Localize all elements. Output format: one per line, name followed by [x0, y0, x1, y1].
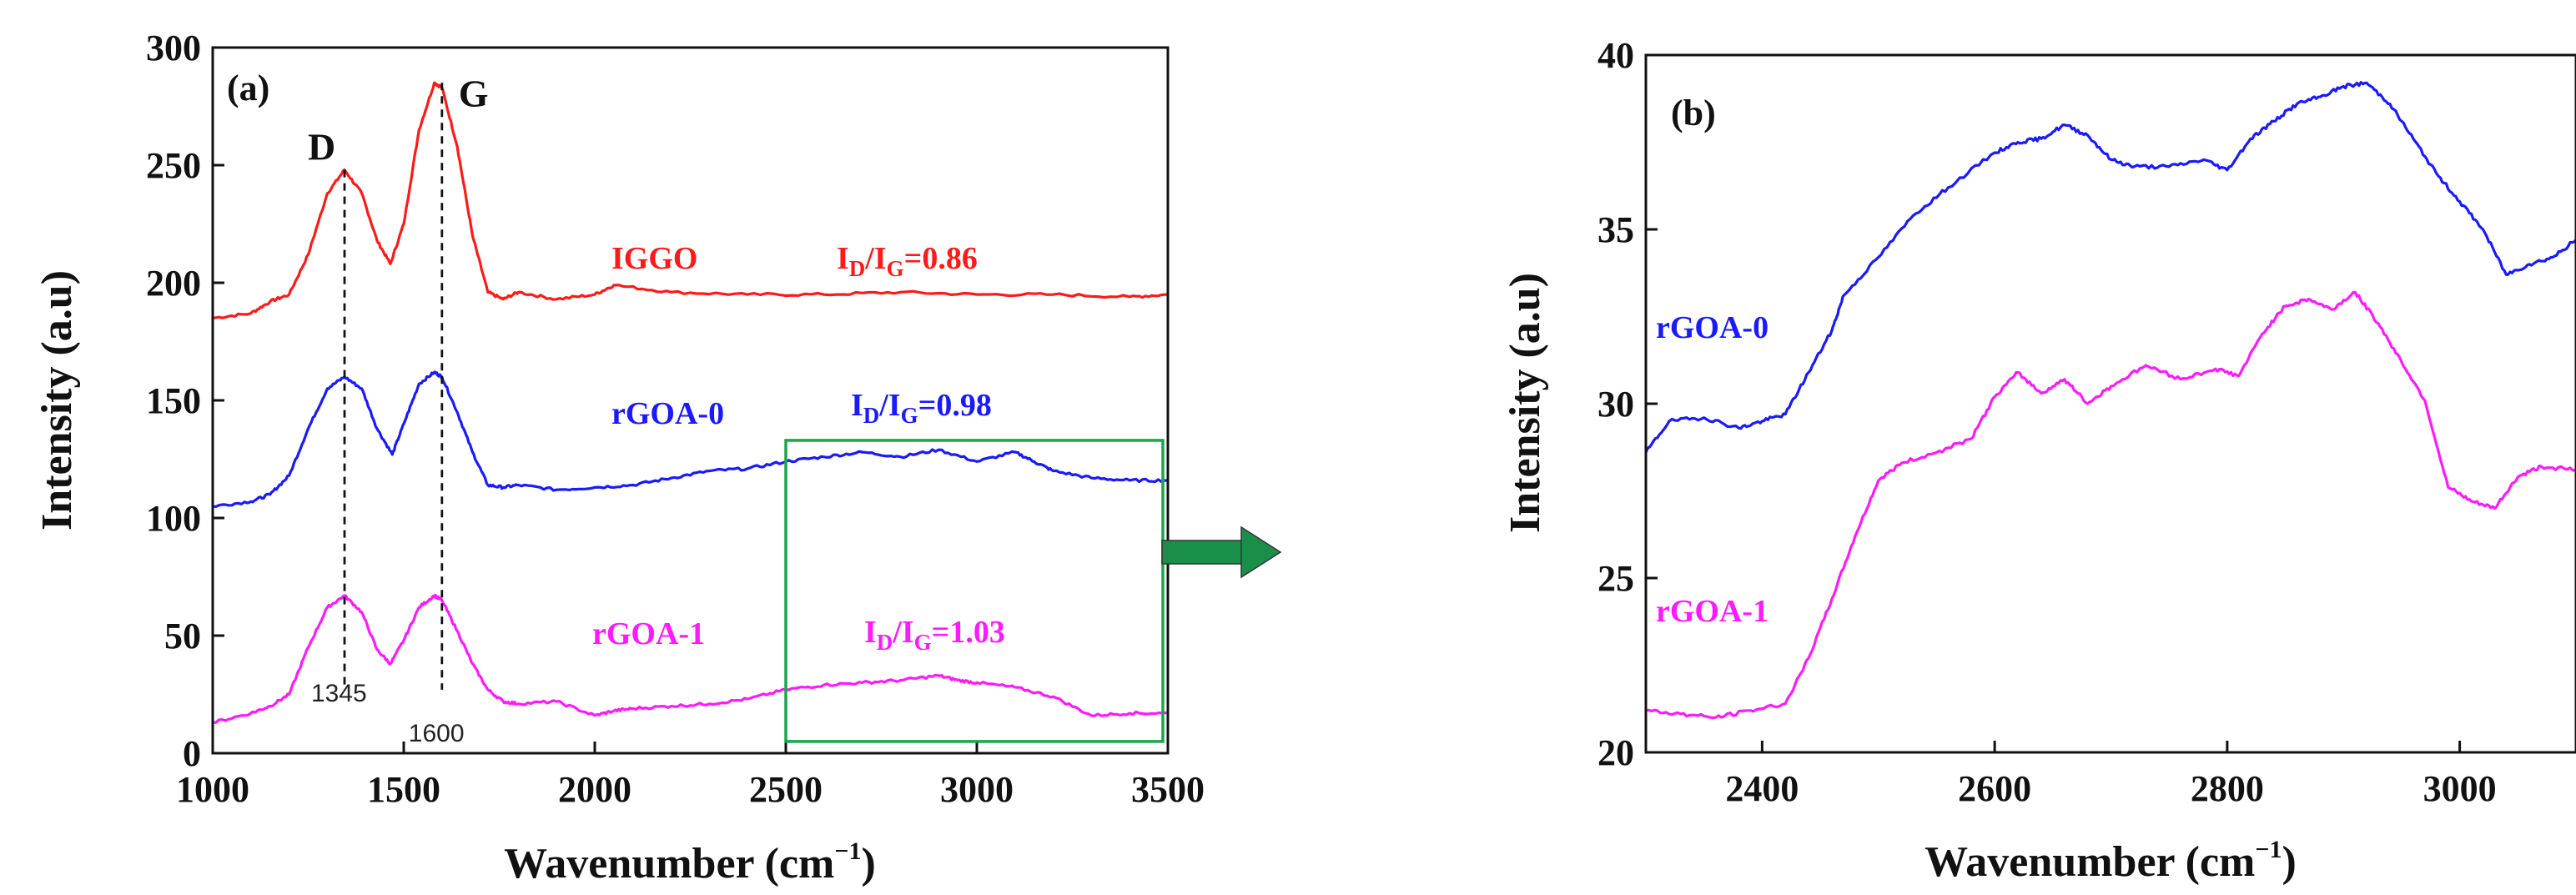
- rgoa0-series-label: rGOA-0: [611, 396, 724, 431]
- panel-a-peak-markers: D 1345 G 1600: [308, 72, 489, 747]
- panel-a-series-line-rgoa-1: [213, 594, 1168, 724]
- rgoa1-ratio-label: ID/IG=1.03: [864, 615, 1005, 655]
- panel-a-y-tick-label-100: 100: [146, 498, 201, 539]
- panel-a-y-tick-label-300: 300: [146, 28, 201, 68]
- panel-a-x-ticks: 1000 1500 2000 2500 3000 3500: [176, 742, 1205, 810]
- panel-b-x-tick-label-3000: 3000: [2423, 768, 2497, 809]
- zoom-region-box: [784, 439, 1165, 743]
- panel-b-series-group: [1646, 81, 2576, 720]
- panel-a-label: (a): [227, 68, 269, 108]
- panel-a-y-tick-label-0: 0: [183, 733, 201, 774]
- iggo-ratio-label: ID/IG=0.86: [837, 241, 978, 281]
- panel-b-label: (b): [1671, 93, 1716, 133]
- panel-a-y-tick-label-250: 250: [146, 145, 201, 186]
- panel-a-x-tick-label-3000: 3000: [940, 769, 1014, 810]
- panel-a-y-tick-label-200: 200: [146, 263, 201, 304]
- panel-b-y-ticks: 20 25 30 35 40: [1597, 35, 1658, 773]
- panel-a-y-ticks: 0 50 100 150 200 250 300: [146, 28, 224, 774]
- panel-b-x-tick-label-2400: 2400: [1725, 768, 1799, 809]
- panel-a-x-tick-label-3500: 3500: [1131, 769, 1205, 810]
- panel-a-x-tick-label-1000: 1000: [176, 769, 249, 810]
- panel-b-y-tick-label-25: 25: [1597, 558, 1634, 599]
- panel-a: 0 50 100 150 200 250 300 1000 1500 2000 2500 3000 3…: [33, 28, 1205, 887]
- rgoa1-series-label: rGOA-1: [592, 616, 705, 651]
- panel-b-rgoa1-label: rGOA-1: [1656, 594, 1768, 629]
- peak-position-label-1600: 1600: [409, 720, 465, 747]
- panel-a-x-tick-label-2000: 2000: [558, 769, 631, 810]
- panel-a-y-tick-label-50: 50: [164, 616, 201, 656]
- peak-position-label-1345: 1345: [311, 680, 367, 707]
- panel-b-y-tick-label-35: 35: [1597, 209, 1634, 250]
- panel-a-series-line-iggo: [213, 81, 1168, 319]
- peak-letter-g: G: [459, 72, 489, 114]
- zoom-arrow: [1161, 525, 1282, 579]
- panel-b-y-axis-label: Intensity (a.u): [1502, 273, 1549, 533]
- zoom-arrow-shaft: [1161, 540, 1245, 565]
- panel-a-x-tick-label-1500: 1500: [367, 769, 440, 810]
- panel-b-series-line-rgoa-1: [1646, 290, 2576, 720]
- panel-a-y-tick-label-150: 150: [146, 380, 201, 421]
- panel-b-y-tick-label-40: 40: [1597, 35, 1634, 76]
- iggo-series-label: IGGO: [611, 241, 697, 276]
- rgoa0-ratio-label: ID/IG=0.98: [851, 388, 992, 428]
- panel-b-x-tick-label-2600: 2600: [1958, 768, 2031, 809]
- panel-b-x-axis-label: Wavenumber (cm−1): [1924, 836, 2297, 886]
- panel-a-x-axis-label: Wavenumber (cm−1): [504, 837, 876, 887]
- panel-b-rgoa0-label: rGOA-0: [1656, 310, 1768, 345]
- panel-b-y-tick-label-30: 30: [1597, 384, 1634, 425]
- zoom-arrow-head: [1240, 525, 1282, 579]
- panel-b: 20 25 30 35 40 2400 2600 2800 3000 (b) rGOA-0 r…: [1502, 35, 2576, 886]
- panel-a-y-axis-label: Intensity (a.u): [33, 270, 81, 530]
- panel-b-x-tick-label-2800: 2800: [2191, 768, 2264, 809]
- panel-b-series-line-rgoa-0: [1646, 81, 2576, 454]
- panel-b-y-tick-label-20: 20: [1597, 732, 1634, 773]
- peak-letter-d: D: [308, 126, 335, 168]
- panel-b-x-ticks: 2400 2600 2800 3000: [1725, 741, 2497, 809]
- panel-a-x-tick-label-2500: 2500: [749, 769, 823, 810]
